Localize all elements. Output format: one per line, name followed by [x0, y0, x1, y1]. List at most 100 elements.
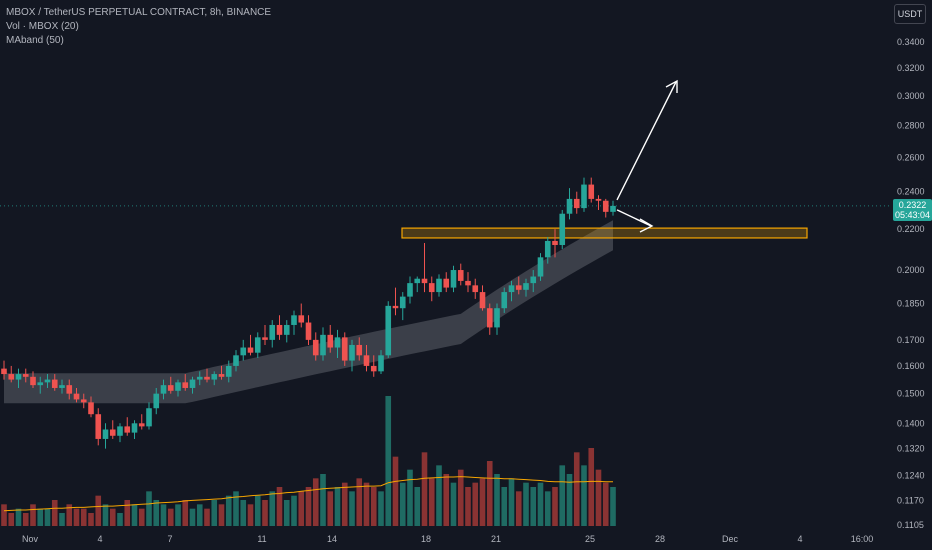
volume-bar [88, 513, 94, 526]
price-tick: 0.1105 [897, 520, 924, 530]
time-tick: 4 [97, 534, 102, 544]
candle-body [450, 270, 457, 288]
arrow-down-head [639, 218, 654, 233]
candle-body [472, 285, 479, 293]
price-tick: 0.1240 [897, 470, 925, 480]
last-price-value: 0.2322 [898, 200, 927, 210]
volume-bar [581, 465, 587, 526]
currency-button[interactable]: USDT [894, 4, 926, 24]
candle-body [254, 337, 261, 353]
candle-body [602, 200, 609, 212]
candle-body [581, 184, 587, 209]
volume-bar [189, 508, 196, 526]
volume-bar [211, 500, 218, 526]
candle-body [530, 276, 537, 284]
candle-body [37, 382, 44, 386]
volume-bar [341, 482, 348, 526]
volume-indicator-label[interactable]: Vol · MBOX (20) [6, 21, 79, 32]
candle-body [240, 347, 247, 356]
time-tick: Nov [22, 534, 39, 544]
candle-body [276, 324, 283, 335]
volume-ma-line [3, 476, 613, 512]
volume-bar [530, 487, 537, 526]
time-tick: 14 [327, 534, 337, 544]
volume-bar [428, 478, 435, 526]
volume-bar [283, 500, 290, 526]
candle-body [73, 393, 80, 400]
time-tick: 16:00 [851, 534, 874, 544]
volume-bar [59, 513, 65, 526]
volume-bar [247, 504, 254, 526]
volume-bar [44, 508, 51, 526]
candle-body [102, 429, 109, 439]
candle-body [479, 292, 486, 309]
volume-bar [160, 504, 167, 526]
volume-bar [508, 478, 515, 526]
arrow-up-head [665, 79, 678, 93]
volume-bar [225, 495, 232, 526]
time-tick: 7 [167, 534, 172, 544]
volume-bar [254, 495, 261, 526]
candle-body [370, 365, 377, 372]
volume-bar [233, 491, 239, 526]
candle-body [392, 305, 399, 309]
symbol-title[interactable]: MBOX / TetherUS PERPETUAL CONTRACT, 8h, … [6, 7, 272, 18]
candle-body [211, 374, 218, 380]
volume-bar [414, 487, 421, 526]
candle-body [59, 385, 65, 388]
maband-indicator-label[interactable]: MAband (50) [6, 35, 64, 46]
candle-body [385, 305, 392, 356]
candle-body [559, 213, 566, 245]
candle-body [247, 347, 254, 353]
candle-body [334, 337, 341, 348]
volume-bar [356, 478, 363, 526]
time-axis: Nov 4 7 11 14 18 21 25 28 Dec 4 16:00 [22, 534, 873, 544]
volume-bar [566, 474, 573, 526]
volume-bar [327, 491, 334, 526]
volume-bar [349, 491, 355, 526]
volume-bar [1, 504, 7, 526]
volume-bar [204, 508, 210, 526]
candle-body [225, 365, 232, 377]
volume-bar [515, 491, 522, 526]
arrow-down-line [616, 209, 652, 227]
candle-body [327, 334, 334, 348]
volume-bar [80, 508, 87, 526]
candle-body [537, 257, 544, 277]
candle-body [363, 355, 370, 366]
volume-bar [479, 478, 486, 526]
volume-bar [334, 487, 341, 526]
price-tick: 0.3200 [897, 63, 925, 73]
volume-bar [559, 465, 566, 526]
volume-bar [320, 474, 326, 526]
volume-bar [552, 487, 558, 526]
time-tick: 18 [421, 534, 431, 544]
candle-body [66, 385, 73, 394]
volume-bar [370, 487, 377, 526]
volume-bar [537, 482, 544, 526]
candle-body [196, 376, 203, 380]
volume-bar [472, 482, 479, 526]
candle-body [399, 296, 406, 309]
volume-bar [421, 452, 428, 526]
candle-body [566, 198, 573, 214]
candle-body [95, 414, 102, 439]
volume-bar [240, 500, 247, 526]
candle-body [44, 379, 51, 383]
candle-body [407, 283, 413, 297]
candle-body [341, 337, 348, 361]
chart-legend: MBOX / TetherUS PERPETUAL CONTRACT, 8h, … [6, 6, 271, 48]
candle-body [414, 278, 421, 284]
volume-bar [131, 504, 138, 526]
candle-body [88, 402, 94, 415]
candle-body [465, 280, 471, 286]
last-price-label: 0.2322 05:43:04 [893, 199, 932, 221]
volume-bar [182, 500, 189, 526]
candle-body [138, 423, 145, 427]
volume-bar [73, 508, 80, 526]
price-tick: 0.1170 [897, 495, 924, 505]
ma-band [4, 220, 613, 404]
volume-bar [305, 487, 312, 526]
volume-bar [146, 491, 152, 526]
